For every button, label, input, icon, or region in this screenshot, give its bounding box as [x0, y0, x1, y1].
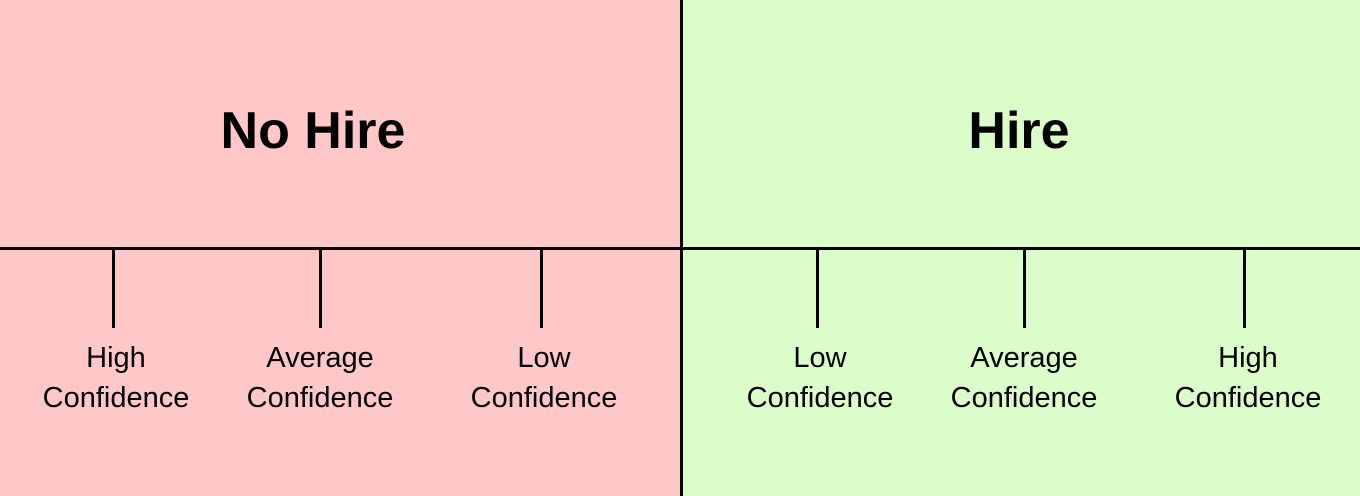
tick-hire-average — [1023, 250, 1026, 328]
tick-no-hire-high — [112, 250, 115, 328]
hire-title: Hire — [968, 102, 1070, 160]
label-hire-high-confidence: High Confidence — [1174, 342, 1322, 414]
no-hire-title: No Hire — [220, 102, 406, 160]
tick-no-hire-average — [319, 250, 322, 328]
tick-hire-low — [816, 250, 819, 328]
label-no-hire-average-confidence: Average Confidence — [246, 342, 394, 414]
label-no-hire-low-confidence: Low Confidence — [470, 342, 618, 414]
tick-hire-high — [1243, 250, 1246, 328]
label-no-hire-high-confidence: High Confidence — [42, 342, 190, 414]
label-hire-low-confidence: Low Confidence — [746, 342, 894, 414]
center-divider — [680, 0, 683, 496]
tick-no-hire-low — [540, 250, 543, 328]
label-hire-average-confidence: Average Confidence — [950, 342, 1098, 414]
